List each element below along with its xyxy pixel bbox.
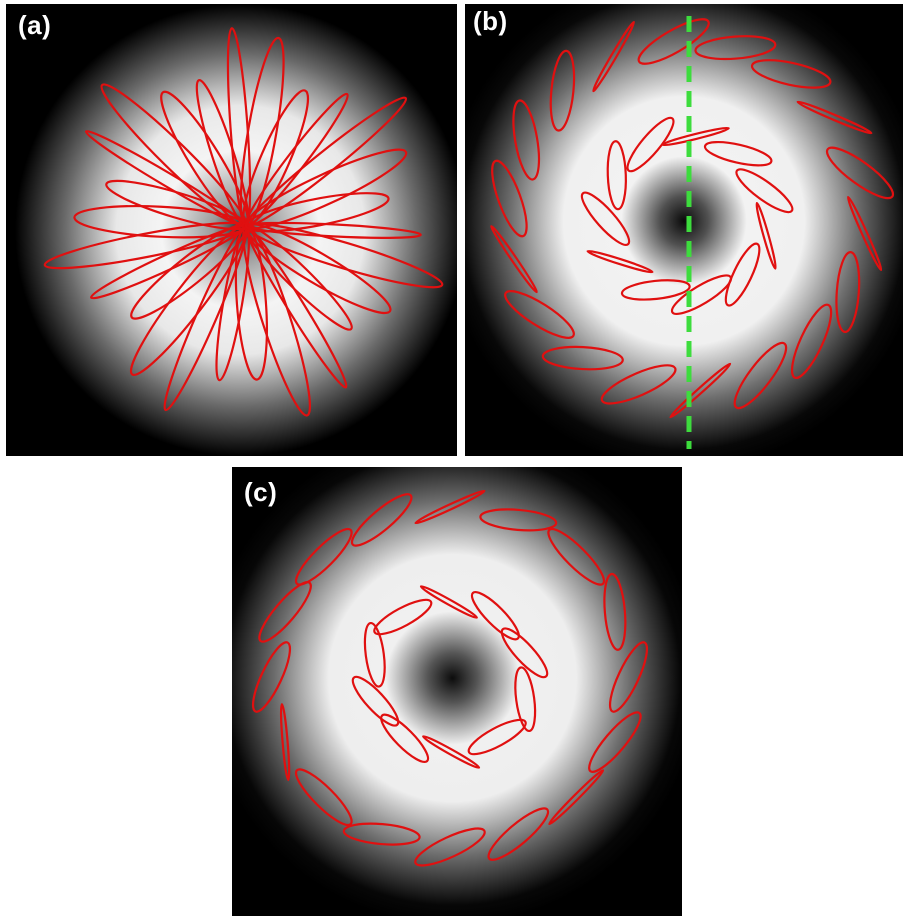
polarization-ellipse xyxy=(670,274,733,315)
polarization-ellipse xyxy=(491,159,528,238)
polarization-ellipse xyxy=(504,290,575,339)
panel-a-label: (a) xyxy=(18,10,52,40)
polarization-ellipse xyxy=(514,666,537,733)
panel-c-plot xyxy=(232,467,682,916)
polarization-ellipse xyxy=(735,168,794,214)
polarization-ellipse xyxy=(606,140,627,211)
polarization-ellipses xyxy=(490,18,895,419)
polarization-ellipse xyxy=(414,827,486,867)
polarization-ellipse xyxy=(470,590,520,641)
polarization-ellipse xyxy=(244,192,390,233)
polarization-ellipse xyxy=(825,146,895,200)
polarization-ellipse xyxy=(279,703,291,782)
polarization-ellipse xyxy=(608,641,649,713)
polarization-ellipse xyxy=(490,224,538,294)
polarization-ellipse xyxy=(796,100,873,135)
polarization-ellipse xyxy=(294,768,353,827)
panel-a: (a) xyxy=(6,4,457,456)
polarization-ellipse xyxy=(351,675,400,727)
polarization-ellipses xyxy=(251,489,649,867)
polarization-ellipse xyxy=(600,364,677,405)
polarization-ellipse xyxy=(669,362,732,419)
polarization-ellipse xyxy=(586,249,654,274)
panel-c: (c) xyxy=(232,467,682,916)
beam-intensity xyxy=(232,467,682,916)
polarization-ellipse xyxy=(637,18,710,65)
polarization-ellipse xyxy=(500,627,549,679)
polarization-ellipse xyxy=(363,621,386,688)
polarization-ellipse xyxy=(258,581,312,643)
polarization-ellipse xyxy=(724,242,761,307)
polarization-ellipse xyxy=(414,489,486,525)
polarization-ellipse xyxy=(588,711,642,773)
polarization-ellipse xyxy=(592,20,636,93)
panel-c-label: (c) xyxy=(244,477,278,507)
polarization-ellipse xyxy=(835,250,861,334)
polarization-ellipse xyxy=(479,508,558,532)
polarization-ellipse xyxy=(467,718,527,756)
polarization-ellipse xyxy=(487,807,550,861)
panel-b: (b) xyxy=(465,4,903,456)
polarization-ellipse xyxy=(755,201,777,270)
polarization-ellipse xyxy=(350,493,413,547)
polarization-ellipse xyxy=(603,572,627,651)
polarization-ellipse xyxy=(251,641,292,713)
panel-a-plot xyxy=(6,4,457,456)
polarization-ellipse xyxy=(703,140,773,167)
polarization-ellipse xyxy=(512,99,541,181)
polarization-ellipse xyxy=(422,735,481,769)
polarization-ellipses xyxy=(43,27,444,417)
polarization-ellipse xyxy=(547,527,606,586)
polarization-ellipse xyxy=(549,49,576,132)
polarization-ellipse xyxy=(580,191,631,247)
polarization-ellipse xyxy=(380,713,430,764)
polarization-ellipse xyxy=(626,116,675,173)
beam-intensity xyxy=(465,4,903,456)
polarization-ellipse xyxy=(846,195,883,272)
polarization-ellipse xyxy=(548,769,605,826)
polarization-ellipse xyxy=(733,341,788,410)
polarization-ellipse xyxy=(750,59,832,89)
polarization-ellipse xyxy=(790,303,833,380)
polarization-ellipse xyxy=(373,598,433,636)
polarization-ellipse xyxy=(419,585,478,619)
polarization-ellipse xyxy=(342,822,421,846)
polarization-ellipse xyxy=(541,345,624,371)
polarization-ellipse xyxy=(694,35,777,61)
panel-b-plot xyxy=(465,4,903,456)
panel-b-label: (b) xyxy=(473,6,508,36)
polarization-ellipse xyxy=(620,279,691,301)
polarization-ellipse xyxy=(661,126,730,147)
polarization-ellipse xyxy=(294,527,353,586)
